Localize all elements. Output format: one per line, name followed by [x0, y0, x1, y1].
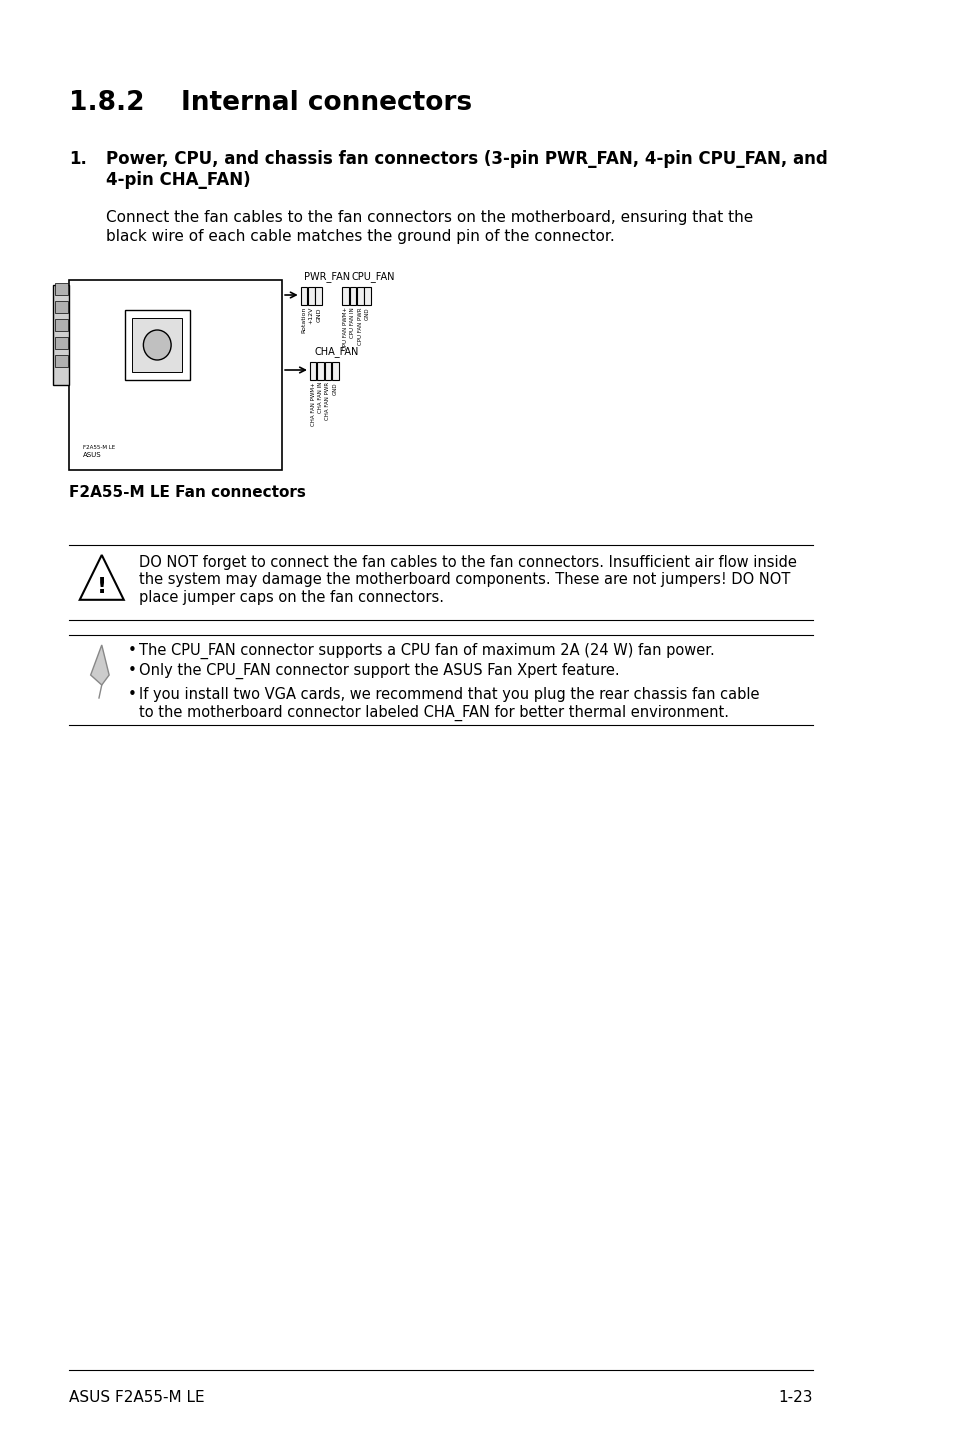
Bar: [356, 286, 363, 305]
Bar: [317, 362, 323, 379]
Bar: [315, 286, 321, 305]
Text: •: •: [128, 643, 136, 657]
Bar: [52, 285, 70, 385]
Text: ASUS F2A55-M LE: ASUS F2A55-M LE: [70, 1390, 205, 1405]
Bar: [324, 362, 331, 379]
Text: CPU FAN PWR: CPU FAN PWR: [357, 306, 362, 345]
Text: ASUS: ASUS: [83, 453, 102, 458]
Bar: [125, 309, 190, 379]
Text: CPU_FAN: CPU_FAN: [351, 271, 395, 282]
Text: DO NOT forget to connect the fan cables to the fan connectors. Insufficient air : DO NOT forget to connect the fan cables …: [138, 556, 796, 604]
Text: F2A55-M LE: F2A55-M LE: [83, 445, 115, 450]
Text: •: •: [128, 663, 136, 677]
Bar: [54, 301, 68, 314]
Text: CHA FAN PWM+: CHA FAN PWM+: [311, 382, 315, 425]
Bar: [308, 286, 314, 305]
Bar: [350, 286, 355, 305]
Bar: [70, 281, 282, 470]
Polygon shape: [80, 556, 124, 600]
Text: CPU FAN PWM+: CPU FAN PWM+: [343, 306, 348, 351]
Text: PWR_FAN: PWR_FAN: [304, 271, 350, 282]
Text: CHA FAN IN: CHA FAN IN: [317, 382, 323, 414]
Text: Only the CPU_FAN connector support the ASUS Fan Xpert feature.: Only the CPU_FAN connector support the A…: [138, 663, 618, 679]
Text: Power, CPU, and chassis fan connectors (3-pin PWR_FAN, 4-pin CPU_FAN, and: Power, CPU, and chassis fan connectors (…: [107, 150, 827, 168]
Bar: [54, 284, 68, 295]
Text: 4-pin CHA_FAN): 4-pin CHA_FAN): [107, 170, 251, 189]
Text: 1.8.2    Internal connectors: 1.8.2 Internal connectors: [70, 90, 472, 116]
Text: F2A55-M LE Fan connectors: F2A55-M LE Fan connectors: [70, 485, 306, 500]
Bar: [132, 318, 182, 372]
Text: black wire of each cable matches the ground pin of the connector.: black wire of each cable matches the gro…: [107, 229, 615, 243]
Text: CHA FAN PWR: CHA FAN PWR: [325, 382, 330, 420]
Text: CHA_FAN: CHA_FAN: [314, 347, 358, 357]
Text: GND: GND: [365, 306, 370, 319]
Text: +12V: +12V: [309, 306, 314, 325]
Bar: [300, 286, 307, 305]
Bar: [54, 355, 68, 367]
Text: Connect the fan cables to the fan connectors on the motherboard, ensuring that t: Connect the fan cables to the fan connec…: [107, 211, 753, 225]
Text: 1.: 1.: [70, 150, 87, 168]
Text: CPU FAN IN: CPU FAN IN: [350, 306, 355, 338]
Bar: [54, 319, 68, 331]
Bar: [342, 286, 349, 305]
Polygon shape: [91, 644, 109, 684]
Text: Rotation: Rotation: [301, 306, 306, 334]
Circle shape: [143, 329, 171, 359]
Text: 1-23: 1-23: [778, 1390, 812, 1405]
Text: GND: GND: [315, 306, 321, 322]
Text: !: !: [96, 577, 107, 597]
Bar: [54, 337, 68, 349]
Text: •: •: [128, 687, 136, 702]
Bar: [364, 286, 371, 305]
Text: If you install two VGA cards, we recommend that you plug the rear chassis fan ca: If you install two VGA cards, we recomme…: [138, 687, 759, 720]
Bar: [310, 362, 316, 379]
Text: The CPU_FAN connector supports a CPU fan of maximum 2A (24 W) fan power.: The CPU_FAN connector supports a CPU fan…: [138, 643, 714, 659]
Bar: [332, 362, 338, 379]
Text: GND: GND: [333, 382, 337, 395]
